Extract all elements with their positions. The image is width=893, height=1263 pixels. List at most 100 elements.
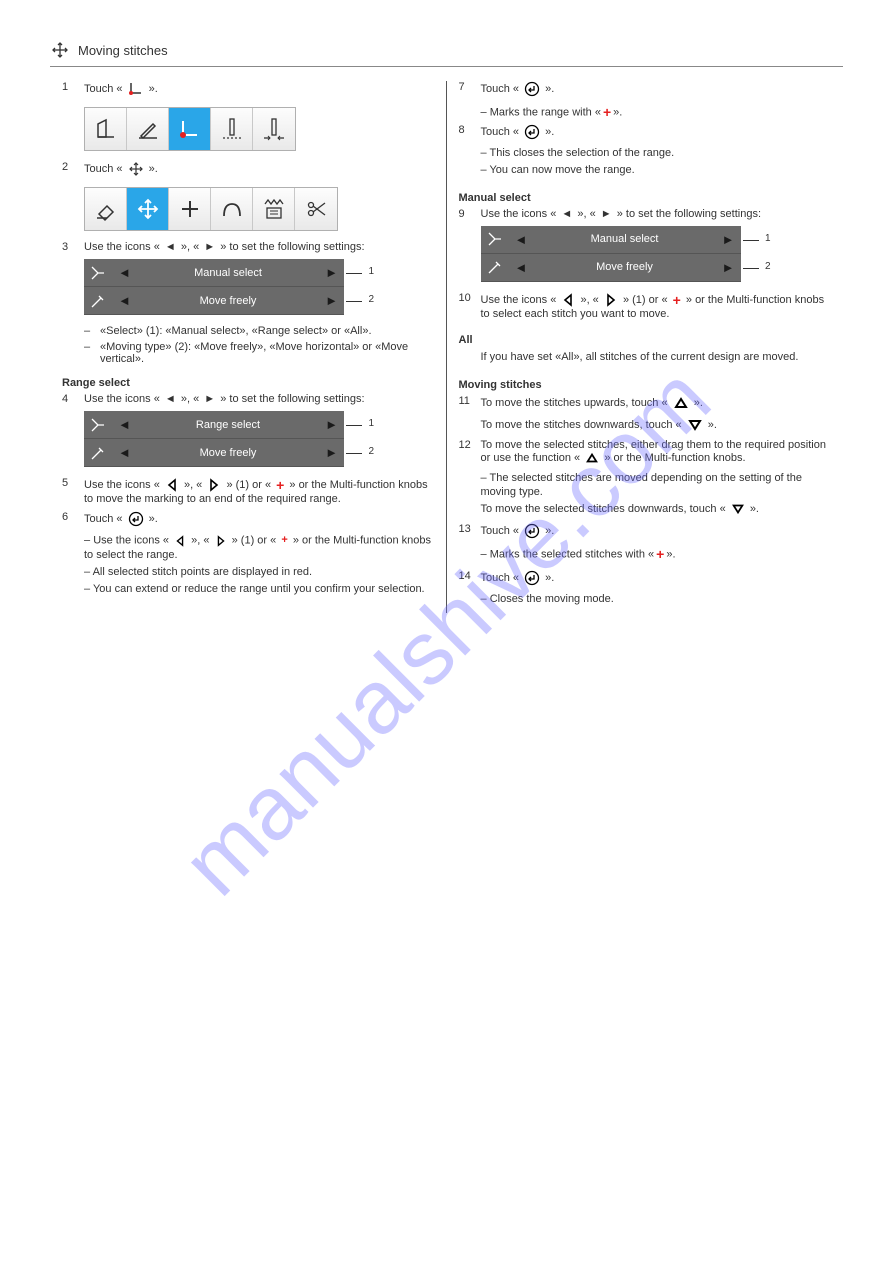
red-plus-icon: + <box>656 545 664 564</box>
note: – All selected stitch points are display… <box>84 565 434 580</box>
toolbar-edit <box>84 187 338 231</box>
tb-scissors-icon[interactable] <box>295 188 337 230</box>
panel-label: Range select <box>137 419 319 431</box>
tb-stitch-position-icon[interactable] <box>169 108 211 150</box>
text: Marks the selected stitches with « <box>490 548 654 560</box>
text: Marks the range with « <box>490 106 601 118</box>
text: The selected stitches are moved dependin… <box>481 472 802 499</box>
panel-row-movetype[interactable]: ◄ Move freely ► <box>481 254 741 282</box>
callout-num: 1 <box>368 266 374 277</box>
tb-pencil-icon[interactable] <box>127 108 169 150</box>
enter-icon <box>524 81 540 97</box>
arrow-left-icon[interactable]: ◄ <box>509 260 534 275</box>
step-number: 11 <box>459 395 473 407</box>
triangle-right-icon: ► <box>204 241 215 253</box>
text: », « <box>181 241 199 253</box>
step-10: 10 Use the icons « », « » (1) or « + » o… <box>459 292 832 320</box>
text: Touch « <box>84 163 123 175</box>
enter-icon <box>524 124 540 140</box>
triangle-right-icon: ► <box>204 393 215 405</box>
step-number: 9 <box>459 208 473 220</box>
enter-icon <box>128 511 144 527</box>
divider <box>50 66 843 67</box>
triangle-right-icon: ► <box>601 208 612 220</box>
note: – The selected stitches are moved depend… <box>481 471 832 501</box>
settings-panel-manual: ◄ Manual select ► ◄ Move freely ► 1 2 <box>481 226 741 282</box>
text: Touch « <box>481 525 520 537</box>
panel-row-movetype[interactable]: ◄ Move freely ► <box>84 287 344 315</box>
callout-num: 1 <box>368 418 374 429</box>
step-number: 7 <box>459 81 473 93</box>
arrow-right-icon[interactable]: ► <box>716 260 741 275</box>
text: » (1) or « <box>226 479 271 491</box>
arrow-left-icon[interactable]: ◄ <box>509 232 534 247</box>
arrow-left-icon[interactable]: ◄ <box>112 445 137 460</box>
red-plus-icon: + <box>673 292 681 308</box>
triangle-down-icon <box>687 417 703 433</box>
arrow-left-icon[interactable]: ◄ <box>112 265 137 280</box>
panel-row-select[interactable]: ◄ Manual select ► <box>84 259 344 287</box>
text: Touch « <box>84 83 123 95</box>
text: », « <box>191 535 209 547</box>
stitch-position-icon <box>128 81 144 97</box>
arrow-right-icon[interactable]: ► <box>319 417 344 432</box>
text: ». <box>149 83 158 95</box>
arrow-left-icon[interactable]: ◄ <box>112 293 137 308</box>
branch-icon <box>84 264 112 282</box>
branch-icon <box>84 416 112 434</box>
pointer-icon <box>84 444 112 462</box>
tb-plus-icon[interactable] <box>169 188 211 230</box>
tb-foot-icon[interactable] <box>85 108 127 150</box>
text: Closes the moving mode. <box>490 593 614 605</box>
arrow-right-icon[interactable]: ► <box>716 232 741 247</box>
text: «Select» <box>100 325 143 337</box>
step-number: 13 <box>459 523 473 535</box>
sub-select: – «Select» (1): «Manual select», «Range … <box>84 325 434 337</box>
text: Touch « <box>481 572 520 584</box>
text: » or the Multi-function knobs. <box>604 451 745 463</box>
step-1: 1 Touch « ». <box>62 81 434 97</box>
arrow-right-icon[interactable]: ► <box>319 293 344 308</box>
move-icon <box>128 161 144 177</box>
panel-row-select[interactable]: ◄ Manual select ► <box>481 226 741 254</box>
callout-num: 2 <box>368 294 374 305</box>
text: Use the icons « <box>481 208 557 220</box>
text: ». <box>149 513 158 525</box>
text: Touch « <box>481 83 520 95</box>
tb-needle-dashed-icon[interactable] <box>211 108 253 150</box>
arrow-left-icon[interactable]: ◄ <box>112 417 137 432</box>
text: This closes the selection of the range. <box>489 147 674 159</box>
text: To move the stitches upwards, touch « <box>481 396 668 408</box>
triangle-up-icon <box>585 451 599 465</box>
sub-movetype: – «Moving type» (2): «Move freely», «Mov… <box>84 341 434 365</box>
outline-right-icon <box>215 535 227 547</box>
step-number: 6 <box>62 511 76 523</box>
text: » to set the following settings: <box>617 208 761 220</box>
text: (1): «Manual select», «Range select» or … <box>146 325 372 337</box>
step-number: 4 <box>62 393 76 405</box>
tb-move-icon[interactable] <box>127 188 169 230</box>
page-header: Moving stitches <box>50 40 843 60</box>
tb-eraser-icon[interactable] <box>85 188 127 230</box>
step-11: 11 To move the stitches upwards, touch «… <box>459 395 832 411</box>
triangle-up-icon <box>673 395 689 411</box>
panel-row-movetype[interactable]: ◄ Move freely ► <box>84 439 344 467</box>
tb-curve-icon[interactable] <box>211 188 253 230</box>
tb-needle-arrows-icon[interactable] <box>253 108 295 150</box>
panel-row-select[interactable]: ◄ Range select ► <box>84 411 344 439</box>
step-number: 3 <box>62 241 76 253</box>
outline-left-icon <box>174 535 186 547</box>
text: », « <box>580 294 598 306</box>
text: «Moving type» <box>100 341 172 353</box>
text: Use the icons « <box>93 535 169 547</box>
red-plus-icon: + <box>276 477 284 493</box>
manual-select-heading: Manual select <box>459 192 832 204</box>
branch-icon <box>481 230 509 248</box>
text: Use the icons « <box>84 393 160 405</box>
settings-panel: ◄ Manual select ► ◄ Move freely ► 1 2 <box>84 259 344 315</box>
moving-heading: Moving stitches <box>459 379 832 391</box>
arrow-right-icon[interactable]: ► <box>319 265 344 280</box>
arrow-right-icon[interactable]: ► <box>319 445 344 460</box>
step-number: 14 <box>459 570 473 582</box>
tb-zigzag-settings-icon[interactable] <box>253 188 295 230</box>
